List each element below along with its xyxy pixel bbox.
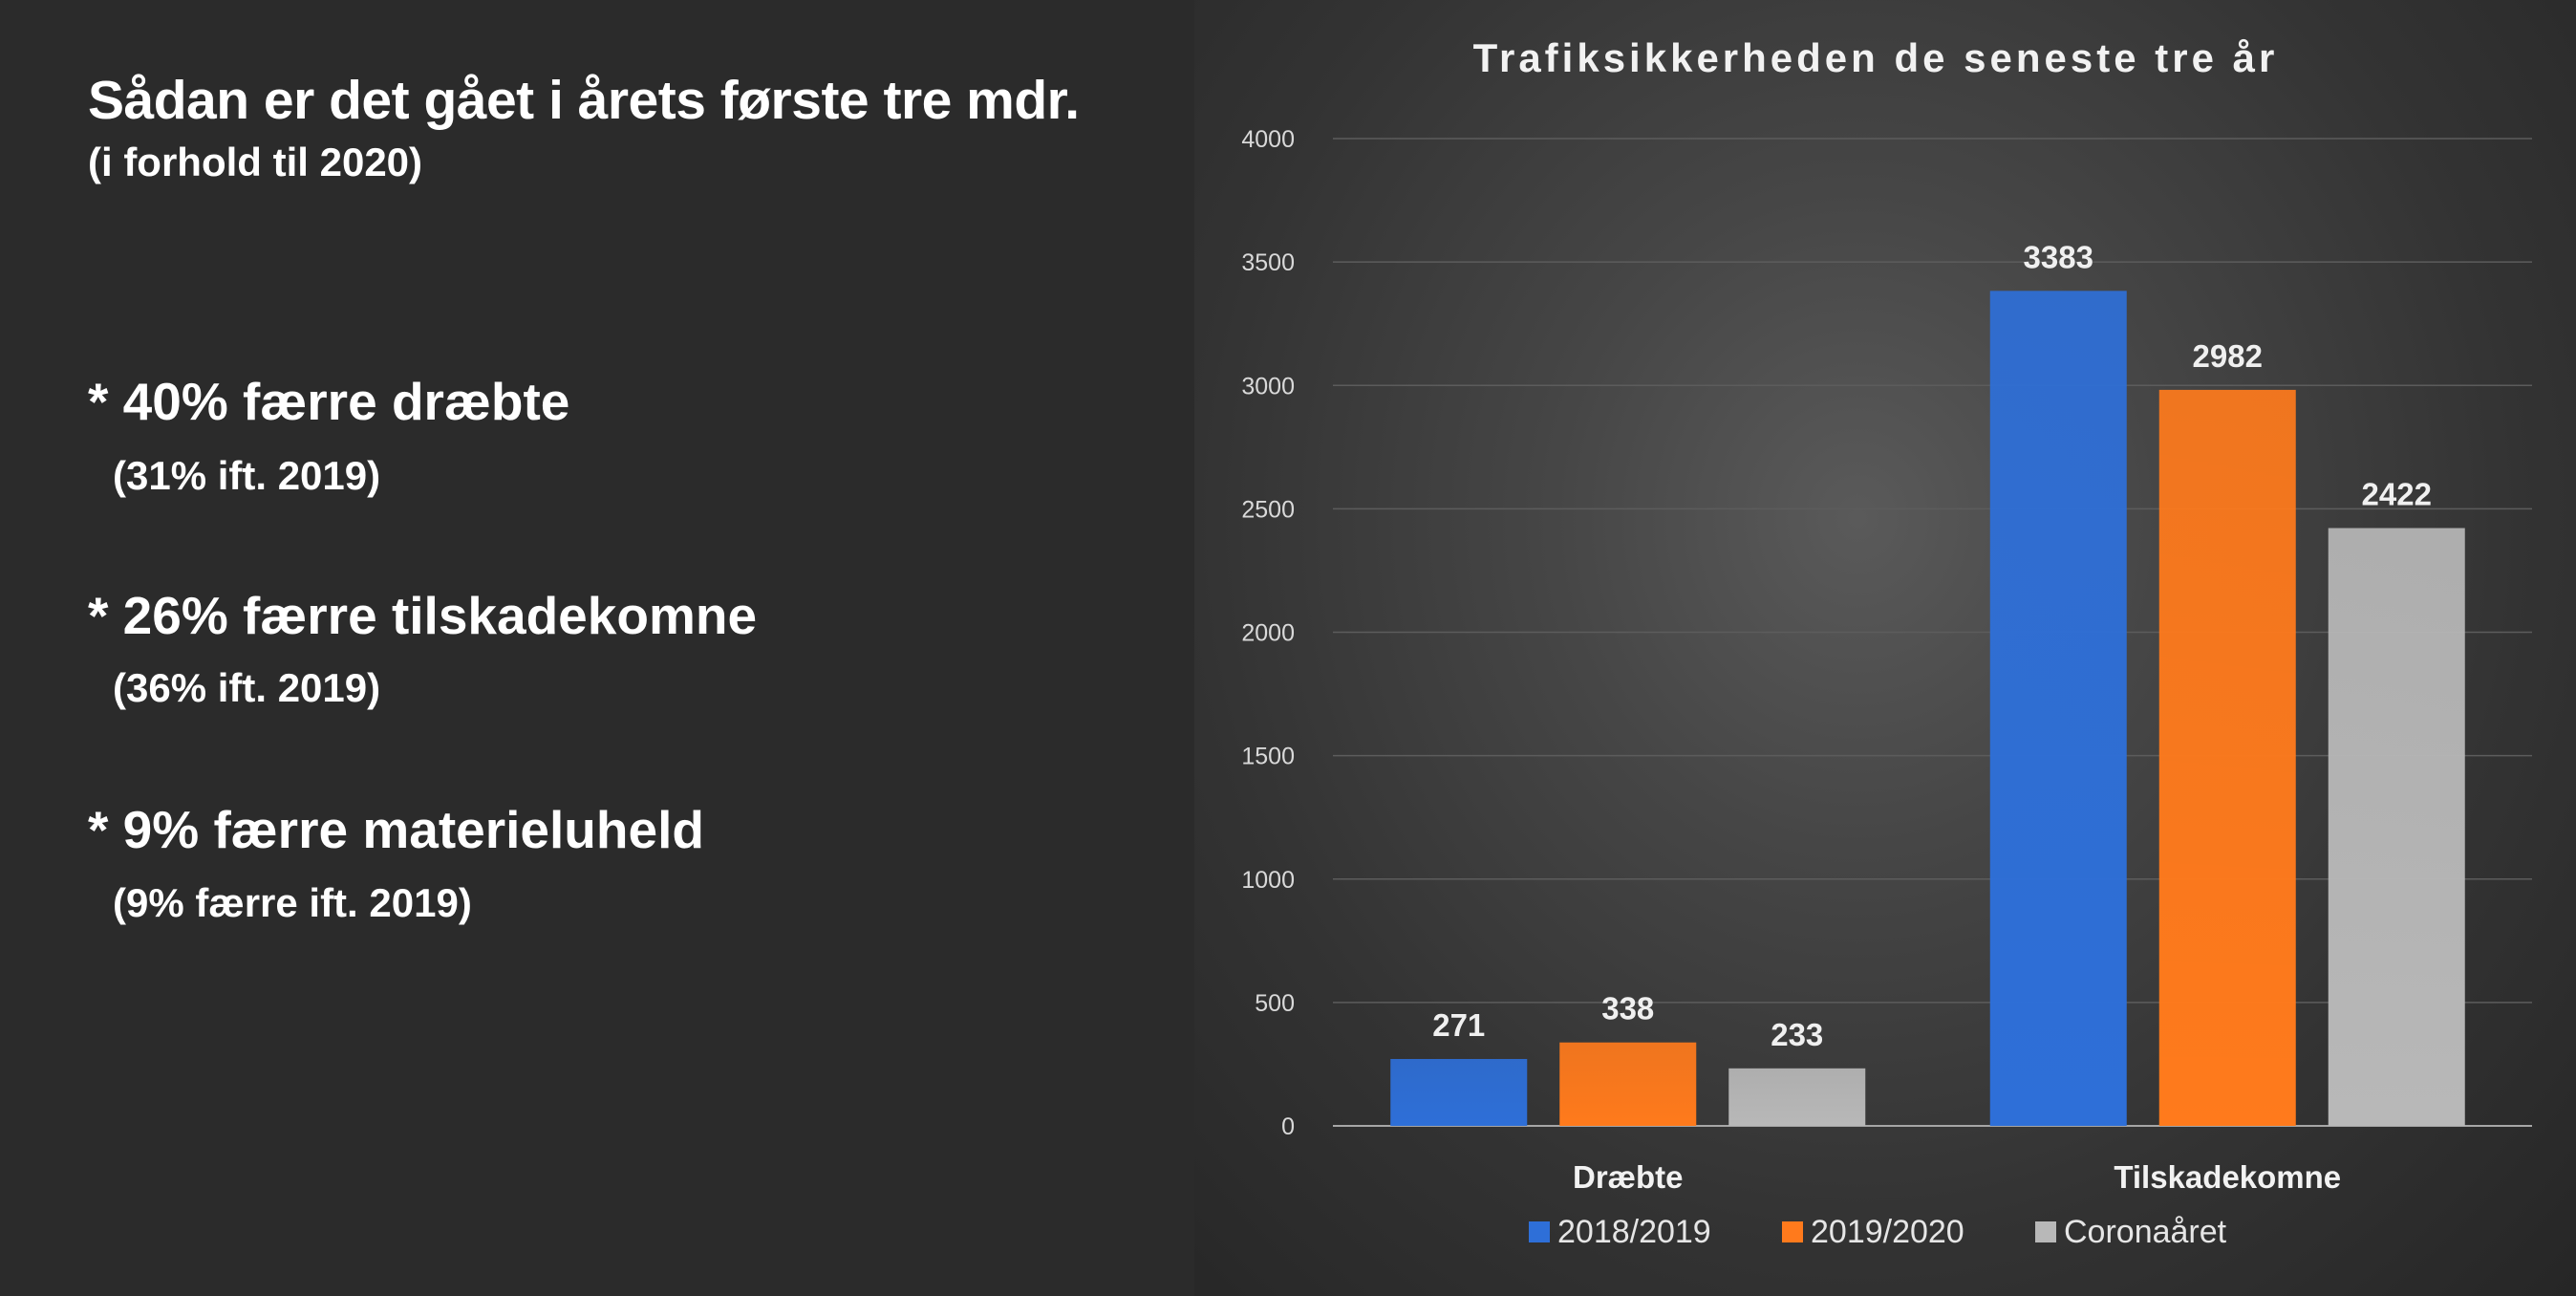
summary-item-killed-note: (31% ift. 2019) <box>113 453 381 498</box>
legend-swatch <box>1782 1221 1803 1242</box>
chart-panel: Trafiksikkerheden de seneste tre år 0 500… <box>1194 0 2576 1296</box>
legend-label: 2019/2020 <box>1811 1214 1964 1250</box>
bars <box>1390 291 2465 1127</box>
category-label: Tilskadekomne <box>2114 1159 2341 1195</box>
y-tick-label: 2500 <box>1241 496 1295 523</box>
legend-swatch <box>2035 1221 2056 1242</box>
y-tick-label: 3000 <box>1241 373 1295 400</box>
summary-subtitle: (i forhold til 2020) <box>88 140 423 184</box>
y-tick-label: 1500 <box>1241 744 1295 770</box>
bar-20192020-dræbte <box>1559 1042 1697 1126</box>
bar-20182019-dræbte <box>1390 1059 1528 1126</box>
legend: 2018/2019 2019/2020 Coronaåret <box>1529 1214 2227 1250</box>
y-tick-label: 4000 <box>1241 126 1295 153</box>
y-tick-label: 3500 <box>1241 249 1295 276</box>
summary-item-damage: * 9% færre materieluheld <box>88 800 704 859</box>
summary-title: Sådan er det gået i årets første tre mdr… <box>88 70 1080 131</box>
legend-swatch <box>1529 1221 1550 1242</box>
summary-item-killed: * 40% færre dræbte <box>88 372 570 431</box>
chart-title: Trafiksikkerheden de seneste tre år <box>1473 35 2279 80</box>
y-tick-label: 2000 <box>1241 620 1295 647</box>
data-label: 3383 <box>2024 239 2093 274</box>
x-axis-categories: Dræbte Tilskadekomne <box>1573 1159 2341 1195</box>
bar-20182019-tilskadekomne <box>1989 291 2127 1127</box>
data-label: 271 <box>1432 1007 1485 1043</box>
summary-panel: Sådan er det gået i årets første tre mdr… <box>0 0 1194 1296</box>
legend-label: 2018/2019 <box>1557 1214 1711 1250</box>
summary-item-damage-note: (9% færre ift. 2019) <box>113 880 472 925</box>
summary-item-injured: * 26% færre tilskadekomne <box>88 586 758 645</box>
bar-20192020-tilskadekomne <box>2158 389 2296 1126</box>
data-label: 2982 <box>2193 338 2263 374</box>
data-label: 338 <box>1601 991 1654 1026</box>
y-tick-label: 1000 <box>1241 867 1295 894</box>
y-axis-ticks: 0 500 1000 1500 2000 2500 3000 3500 4000 <box>1241 126 1295 1140</box>
bar-chart: Trafiksikkerheden de seneste tre år 0 500… <box>1241 35 2532 1250</box>
bar-coronaret-dræbte <box>1728 1068 1866 1126</box>
data-label: 233 <box>1771 1017 1823 1052</box>
legend-label: Coronaåret <box>2064 1214 2227 1250</box>
data-label: 2422 <box>2362 477 2432 512</box>
summary-item-injured-note: (36% ift. 2019) <box>113 665 381 710</box>
y-tick-label: 0 <box>1281 1113 1295 1140</box>
data-labels: 271 338 233 3383 2982 2422 <box>1432 239 2432 1051</box>
bar-coronaret-tilskadekomne <box>2328 528 2465 1126</box>
category-label: Dræbte <box>1573 1159 1684 1195</box>
y-tick-label: 500 <box>1255 990 1295 1017</box>
